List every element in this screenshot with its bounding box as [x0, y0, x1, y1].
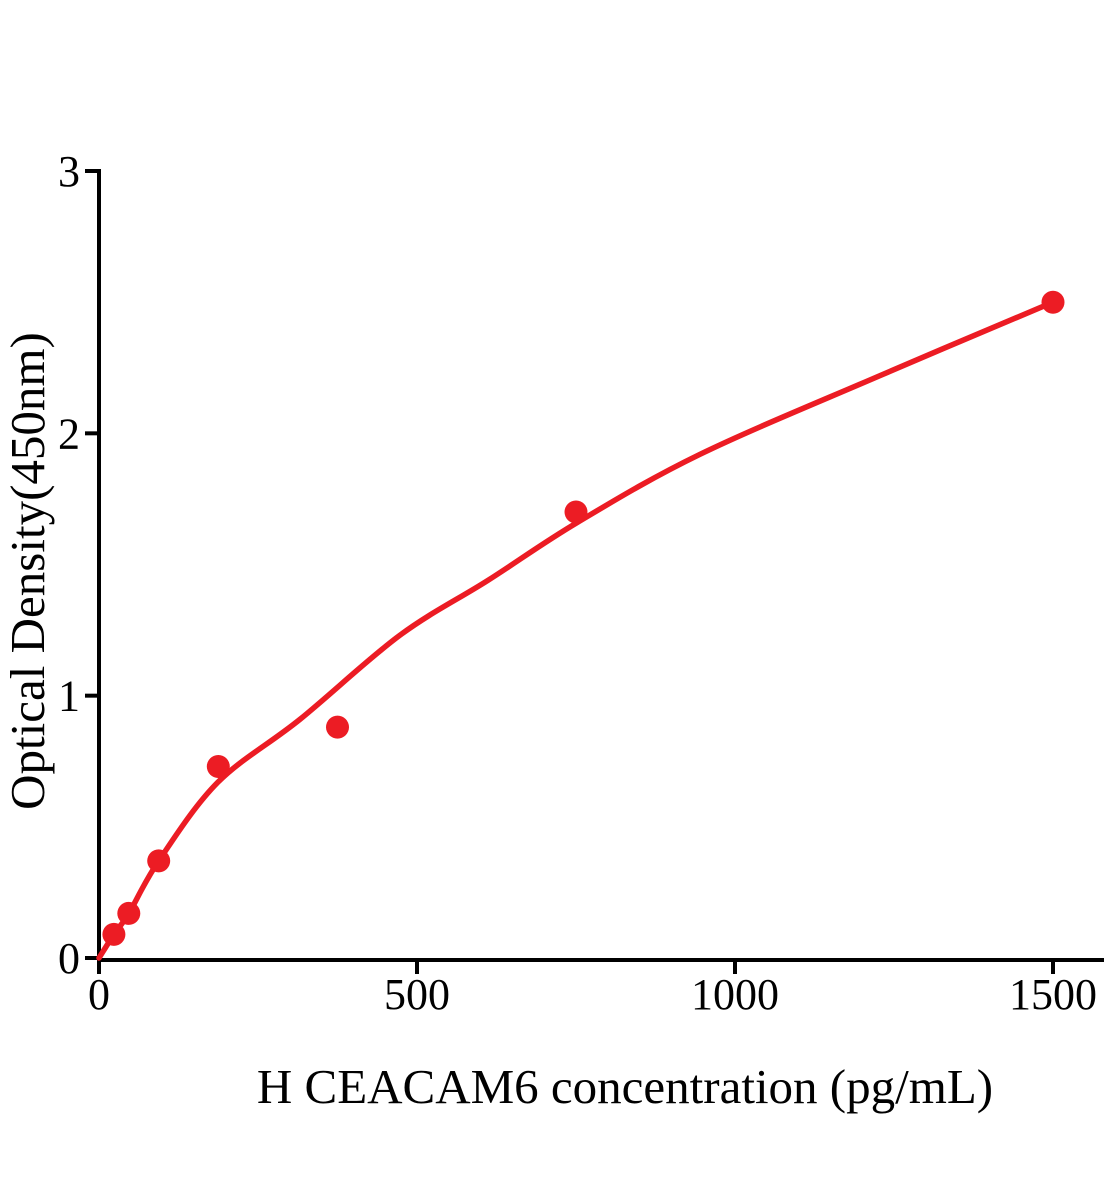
data-point-marker [102, 922, 126, 946]
data-point-marker [147, 849, 171, 873]
data-point-marker [206, 755, 230, 778]
data-point-marker [1041, 290, 1065, 314]
x-tick-label: 0 [88, 970, 110, 1019]
data-point-marker [117, 901, 141, 925]
y-axis-title: Optical Density(450nm) [0, 332, 55, 810]
data-point-marker [564, 500, 588, 524]
y-tick-label: 1 [58, 672, 80, 721]
plot-layer [96, 290, 1065, 961]
y-tick-label: 2 [58, 409, 80, 458]
x-tick-label: 500 [384, 970, 450, 1019]
y-tick-label: 3 [58, 147, 80, 196]
fit-curve-line [96, 299, 1056, 961]
y-tick-label: 0 [58, 934, 80, 983]
ticks-layer: 0 500 1000 1500 0 1 2 3 [58, 147, 1097, 1019]
x-tick-label: 1000 [691, 970, 779, 1019]
x-axis-title: H CEACAM6 concentration (pg/mL) [257, 1059, 993, 1114]
data-point-marker [326, 715, 349, 739]
x-tick-label: 1500 [1009, 970, 1097, 1019]
